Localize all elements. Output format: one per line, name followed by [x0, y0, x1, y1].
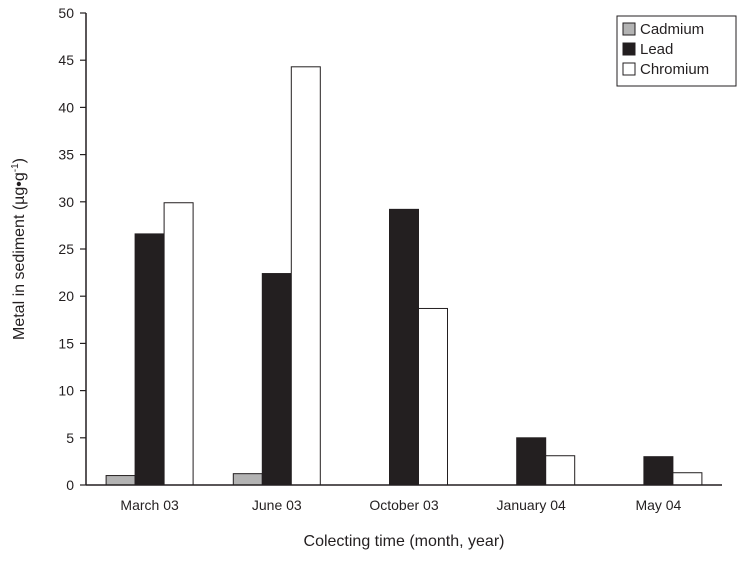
x-ticks-group: March 03 June 03 October 03 January 04 May 0… — [120, 497, 681, 513]
bar-lead-may-04 — [643, 456, 674, 486]
y-axis-title: Metal in sediment (µg•g-1) — [10, 158, 28, 340]
x-tick-label: May 04 — [635, 497, 681, 513]
bar-chromium-march-03 — [163, 202, 194, 486]
bar-chromium-january-04 — [545, 455, 576, 486]
bar-lead-march-03 — [134, 233, 165, 486]
y-tick-label: 15 — [58, 335, 74, 351]
y-tick-label: 40 — [58, 99, 74, 115]
y-tick-label: 30 — [58, 194, 74, 210]
bar-lead-january-04 — [516, 437, 547, 486]
y-tick-label: 20 — [58, 288, 74, 304]
y-tick-label: 50 — [58, 5, 74, 21]
legend-label-cadmium: Cadmium — [640, 21, 704, 38]
y-tick-label: 45 — [58, 52, 74, 68]
bar-chromium-may-04 — [672, 472, 703, 486]
bar-chromium-june-03 — [290, 66, 321, 486]
bar-lead-october-03 — [389, 208, 419, 486]
legend-swatch-chromium — [622, 62, 636, 76]
y-axis-title-superscript: -1 — [10, 163, 21, 172]
y-ticks-group: 0 5 10 15 20 25 30 35 40 45 50 — [58, 5, 86, 493]
x-tick-label: June 03 — [252, 497, 302, 513]
legend-swatch-lead — [622, 42, 636, 56]
legend-swatch-cadmium — [622, 22, 636, 36]
legend: Cadmium Lead Chromium — [616, 15, 737, 87]
legend-box — [616, 15, 737, 87]
x-tick-label: January 04 — [497, 497, 566, 513]
legend-label-lead: Lead — [640, 41, 673, 58]
y-tick-label: 10 — [58, 383, 74, 399]
bar-chromium-october-03 — [418, 307, 448, 486]
bar-lead-june-03 — [261, 273, 292, 486]
x-tick-label: October 03 — [369, 497, 438, 513]
bars-group — [105, 66, 703, 486]
y-tick-label: 5 — [66, 430, 74, 446]
legend-label-chromium: Chromium — [640, 61, 709, 78]
y-tick-label: 0 — [66, 477, 74, 493]
x-tick-label: March 03 — [120, 497, 179, 513]
bar-cadmium-june-03 — [232, 473, 263, 486]
bar-cadmium-march-03 — [105, 475, 136, 486]
y-axis-title-main: Metal in sediment (µg•g — [11, 172, 28, 340]
y-axis-title-suffix: ) — [11, 158, 28, 163]
x-axis-title: Colecting time (month, year) — [304, 533, 505, 550]
y-tick-label: 25 — [58, 241, 74, 257]
y-tick-label: 35 — [58, 147, 74, 163]
